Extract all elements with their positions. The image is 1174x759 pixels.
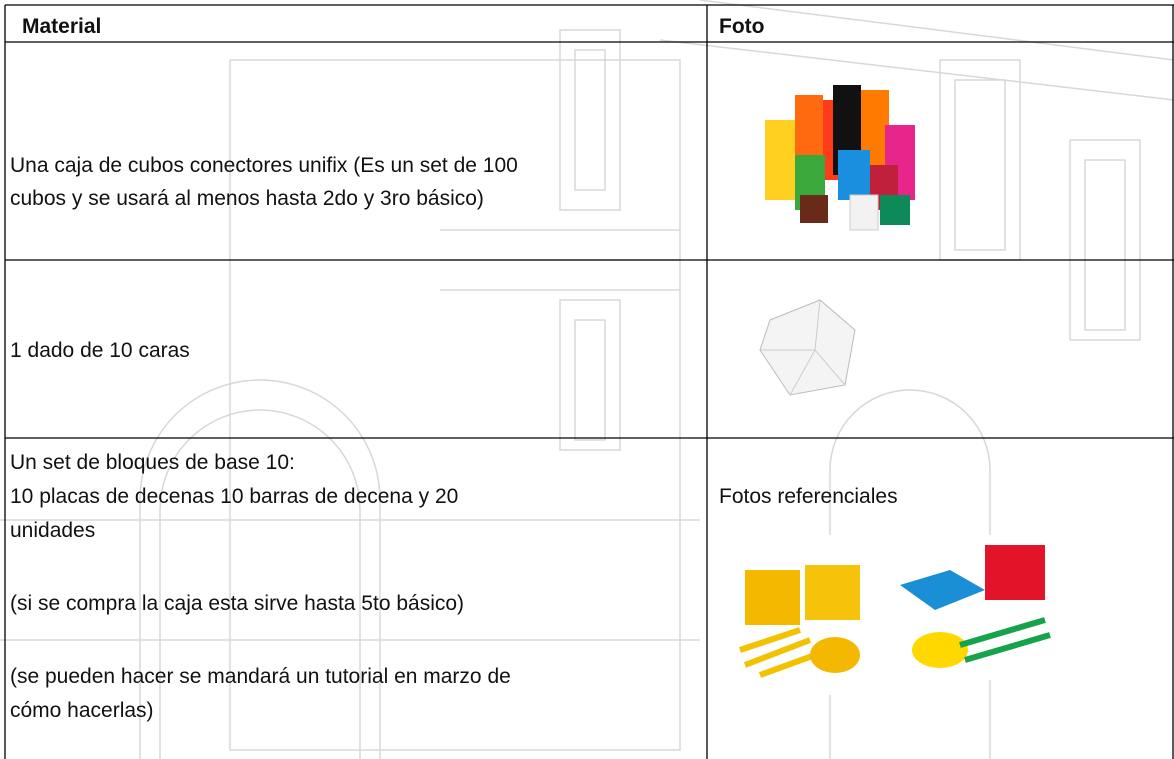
unifix-cubes-photo <box>760 83 925 240</box>
cell-text: cómo hacerlas) <box>10 699 154 722</box>
cell-text: 10 placas de decenas 10 barras de decena… <box>10 485 459 508</box>
base-ten-blocks-photo-2 <box>887 535 1060 680</box>
cell-text: Un set de bloques de base 10: <box>10 451 295 474</box>
die-photo <box>759 299 856 396</box>
cell-text: cubos y se usará al menos hasta 2do y 3r… <box>10 187 484 210</box>
header-cell: Foto <box>719 15 765 38</box>
base-ten-blocks-photo-1 <box>722 535 887 695</box>
header-cell: Material <box>22 15 102 38</box>
photo-caption: Fotos referenciales <box>719 485 898 508</box>
table-grid <box>4 4 1174 759</box>
cell-text: Una caja de cubos conectores unifix (Es … <box>10 154 518 177</box>
cell-text: 1 dado de 10 caras <box>10 339 190 362</box>
cell-text: unidades <box>10 519 96 542</box>
cell-text: (si se compra la caja esta sirve hasta 5… <box>10 592 465 615</box>
cell-text: (se pueden hacer se mandará un tutorial … <box>10 665 511 688</box>
